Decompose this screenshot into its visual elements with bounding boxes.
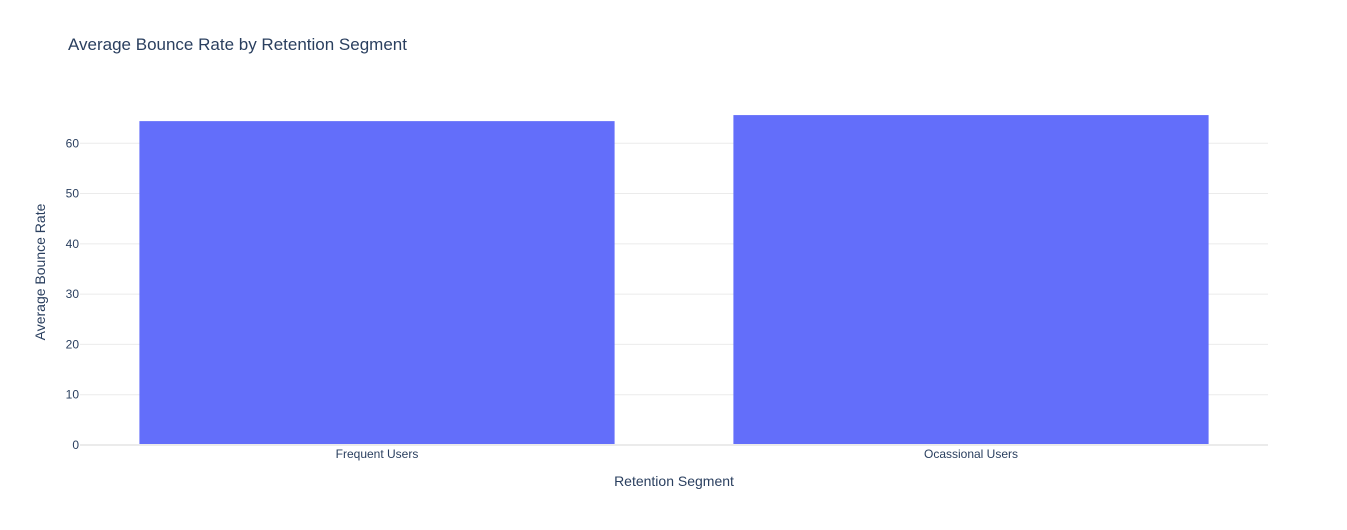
bar[interactable] xyxy=(139,121,615,446)
x-axis-title: Retention Segment xyxy=(614,473,734,489)
bars xyxy=(139,115,1209,446)
bar[interactable] xyxy=(733,115,1209,445)
y-tick-label: 40 xyxy=(66,237,80,251)
x-tick-labels: Frequent Users Ocassional Users xyxy=(336,447,1018,461)
y-axis-title: Average Bounce Rate xyxy=(32,203,48,340)
y-tick-label: 60 xyxy=(66,136,80,150)
x-tick-label: Frequent Users xyxy=(336,447,419,461)
y-tick-label: 50 xyxy=(66,187,80,201)
y-tick-label: 10 xyxy=(66,388,80,402)
y-tick-label: 30 xyxy=(66,287,80,301)
y-tick-label: 0 xyxy=(72,438,79,452)
x-tick-label: Ocassional Users xyxy=(924,447,1018,461)
chart-title: Average Bounce Rate by Retention Segment xyxy=(68,35,407,54)
y-tick-label: 20 xyxy=(66,337,80,351)
y-tick-labels: 0 10 20 30 40 50 60 xyxy=(66,136,80,452)
